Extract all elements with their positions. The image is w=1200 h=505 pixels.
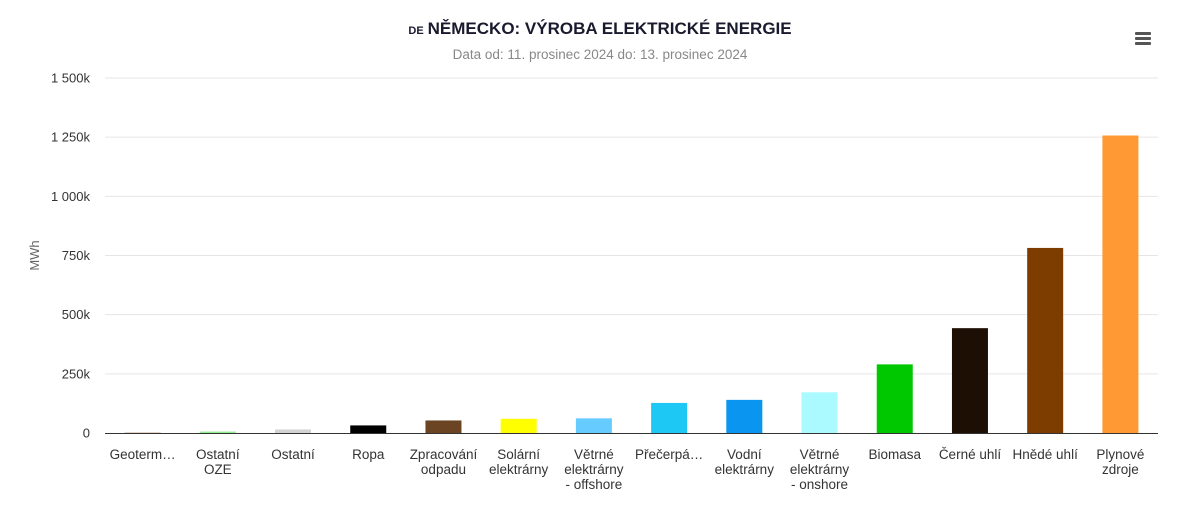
bar xyxy=(425,420,462,433)
x-tick-label: Geoterm… xyxy=(110,447,176,462)
bar xyxy=(651,402,688,433)
menu-line xyxy=(1135,42,1151,45)
bar xyxy=(500,418,537,433)
bar xyxy=(350,425,387,433)
chart-title-text: NĚMECKO: VÝROBA ELEKTRICKÉ ENERGIE xyxy=(427,19,792,38)
x-tick-label: Plynové zdroje xyxy=(1096,447,1144,477)
hamburger-menu-icon[interactable] xyxy=(1133,29,1153,47)
bar xyxy=(726,399,763,433)
x-tick-label: Větrné elektrárny - onshore xyxy=(790,447,850,492)
x-tick-label: Ostatní xyxy=(271,447,315,462)
bar xyxy=(951,328,988,433)
chart-title: DE NĚMECKO: VÝROBA ELEKTRICKÉ ENERGIE xyxy=(0,19,1200,39)
y-tick-label: 1 250k xyxy=(51,130,91,145)
menu-line xyxy=(1135,32,1151,35)
y-tick-label: 500k xyxy=(62,307,91,322)
bar xyxy=(575,418,612,433)
x-tick-label: Ropa xyxy=(352,447,385,462)
y-tick-label: 1 500k xyxy=(51,71,91,86)
x-tick-label: Solární elektrárny xyxy=(489,447,549,477)
x-tick-label: Ostatní OZE xyxy=(196,447,240,477)
bar xyxy=(1027,247,1064,433)
x-tick-label: Černé uhlí xyxy=(939,447,1002,462)
bar xyxy=(199,431,236,433)
x-tick-label: Zpracování odpadu xyxy=(410,447,478,477)
y-tick-label: 1 000k xyxy=(51,189,91,204)
bar xyxy=(876,364,913,433)
menu-line xyxy=(1135,37,1151,40)
x-tick-label: Větrné elektrárny - offshore xyxy=(564,447,624,492)
bar xyxy=(801,392,838,433)
y-tick-label: 250k xyxy=(62,366,91,381)
chart-subtitle: Data od: 11. prosinec 2024 do: 13. prosi… xyxy=(452,47,748,62)
x-tick-label: Biomasa xyxy=(868,447,921,462)
y-tick-label: 0 xyxy=(83,426,90,441)
country-code: DE xyxy=(408,25,424,37)
y-axis-title: MWh xyxy=(27,240,42,270)
bar xyxy=(275,429,312,433)
x-tick-label: Vodní elektrárny xyxy=(715,447,775,477)
x-tick-label: Přečerpá… xyxy=(635,447,703,462)
y-tick-label: 750k xyxy=(62,248,91,263)
x-tick-label: Hnědé uhlí xyxy=(1013,447,1079,462)
bar xyxy=(1102,135,1139,433)
